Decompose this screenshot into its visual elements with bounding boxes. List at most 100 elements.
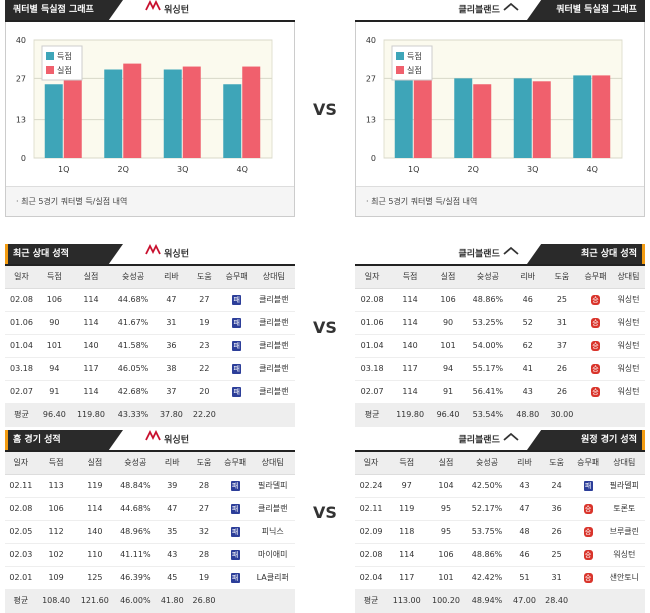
opp-cell: 114 [70, 311, 112, 335]
team-cell: 클리블랜 [252, 380, 295, 404]
table-header-row: 일자 득점 실점 슛성공 리바 도움 승무패 상대팀 [5, 452, 295, 475]
panel-title: 홈 경기 성적 [5, 430, 123, 450]
fg-cell: 44.68% [114, 497, 157, 521]
bar-allowed [63, 60, 82, 158]
column-header: 일자 [355, 266, 390, 289]
reb-cell: 41 [510, 357, 545, 381]
result-cell: 승 [579, 288, 612, 312]
quarter-chart-header-left: 쿼터별 득실점 그래프 워싱턴 [5, 0, 295, 22]
x-tick-label: 4Q [237, 165, 248, 174]
win-badge: 승 [590, 317, 600, 328]
loss-badge: 패 [230, 572, 240, 583]
loss-badge: 패 [232, 340, 242, 351]
avg-fg-cell: 46.00% [114, 589, 157, 613]
pts-cell: 90 [37, 311, 71, 335]
ast-cell: 23 [187, 334, 221, 358]
team-name: 워싱턴 [164, 249, 189, 260]
avg-opp-cell: 100.20 [426, 589, 466, 613]
pts-cell: 106 [36, 497, 76, 521]
column-header: 득점 [36, 452, 76, 475]
table-header-row: 일자 득점 실점 슛성공 리바 도움 승무패 상대팀 [355, 452, 645, 475]
opp-cell: 117 [70, 357, 112, 381]
y-tick-label: 40 [16, 36, 26, 45]
legend-swatch [396, 66, 404, 74]
team-cell: 워싱턴 [611, 288, 645, 312]
fg-cell: 46.39% [114, 566, 157, 590]
panel-title: 쿼터별 득실점 그래프 [5, 0, 123, 20]
avg-fg-cell: 43.33% [111, 403, 155, 427]
column-header: 실점 [75, 452, 115, 475]
reb-cell: 35 [156, 520, 189, 544]
date-cell: 02.01 [5, 566, 37, 590]
average-row: 평균 108.40 121.60 46.00% 41.80 26.80 [5, 589, 295, 613]
avg-fg-cell: 53.54% [465, 403, 511, 427]
column-header: 득점 [389, 266, 431, 289]
pts-cell: 117 [389, 357, 431, 381]
opp-cell: 119 [75, 474, 115, 498]
avg-opp-cell: 121.60 [75, 589, 115, 613]
table-row: 03.18 117 94 55.17% 41 26 승 워싱턴 [355, 357, 645, 381]
avg-res-cell [579, 403, 612, 427]
stats-table: 일자 득점 실점 슛성공 리바 도움 승무패 상대팀 02.11 113 119 48.84% 39 28… [5, 452, 295, 613]
ast-cell: 25 [540, 543, 573, 567]
vs-label: VS [313, 100, 337, 119]
ast-cell: 31 [540, 566, 573, 590]
date-cell: 02.11 [355, 497, 388, 521]
ast-cell: 28 [188, 543, 220, 567]
reb-cell: 45 [156, 566, 189, 590]
y-tick-label: 27 [366, 74, 376, 83]
reb-cell: 43 [508, 474, 541, 498]
table-row: 02.11 113 119 48.84% 39 28 패 필라델피 [5, 474, 295, 498]
opp-cell: 106 [430, 288, 466, 312]
table-row: 03.18 94 117 46.05% 38 22 패 클리블랜 [5, 357, 295, 381]
quarter-chart-panel-right: 클리블랜드 쿼터별 득실점 그래프 0 13 27 40 1Q 2Q 3Q 4Q 득점 실점 · … [355, 0, 645, 217]
ast-cell: 37 [544, 334, 579, 358]
table-row: 02.08 114 106 48.86% 46 25 승 워싱턴 [355, 288, 645, 312]
column-header: 상대팀 [252, 266, 295, 289]
avg-team-cell [603, 589, 645, 613]
result-cell: 승 [572, 497, 604, 521]
result-cell: 승 [579, 311, 612, 335]
table-row: 01.04 140 101 54.00% 62 37 승 워싱턴 [355, 334, 645, 358]
fg-cell: 56.41% [465, 380, 511, 404]
column-header: 실점 [426, 452, 466, 475]
win-badge: 승 [583, 503, 593, 514]
reb-cell: 39 [156, 474, 189, 498]
column-header: 승무패 [220, 266, 253, 289]
column-header: 도움 [187, 266, 221, 289]
team-cell: 워싱턴 [603, 543, 645, 567]
result-cell: 패 [219, 520, 251, 544]
opp-cell: 95 [426, 497, 466, 521]
loss-badge: 패 [230, 503, 240, 514]
ast-cell: 19 [187, 311, 221, 335]
table-row: 02.08 114 106 48.86% 46 25 승 워싱턴 [355, 543, 645, 567]
table-row: 02.09 118 95 53.75% 48 26 승 브루클린 [355, 520, 645, 544]
avg-fg-cell: 48.94% [465, 589, 509, 613]
column-header: 득점 [387, 452, 427, 475]
column-header: 일자 [5, 452, 37, 475]
date-cell: 02.09 [355, 520, 388, 544]
team-cell: 클리블랜 [252, 288, 295, 312]
fg-cell: 48.86% [465, 288, 511, 312]
x-tick-label: 2Q [118, 165, 129, 174]
loss-badge: 패 [232, 294, 242, 305]
fg-cell: 52.17% [465, 497, 509, 521]
x-tick-label: 1Q [408, 165, 419, 174]
avg-label-cell: 평균 [355, 589, 388, 613]
result-cell: 패 [572, 474, 604, 498]
quarter-chart-panel-left: 쿼터별 득실점 그래프 워싱턴 0 13 27 40 1Q 2Q 3Q 4Q 득점 실점 · 최근… [5, 0, 295, 217]
loss-badge: 패 [232, 363, 242, 374]
avg-label-cell: 평균 [5, 403, 38, 427]
team-name: 워싱턴 [164, 5, 189, 16]
ast-cell: 24 [540, 474, 573, 498]
avg-pts-cell: 96.40 [37, 403, 71, 427]
fg-cell: 42.42% [465, 566, 509, 590]
win-badge: 승 [590, 363, 600, 374]
reb-cell: 31 [154, 311, 188, 335]
avg-team-cell [250, 589, 295, 613]
avg-ast-cell: 30.00 [544, 403, 579, 427]
loss-badge: 패 [583, 480, 593, 491]
quarter-chart-box: 0 13 27 40 1Q 2Q 3Q 4Q 득점 실점 · 최근 5경기 쿼터별 득/실점 내역 [5, 22, 295, 217]
pts-cell: 102 [36, 543, 76, 567]
